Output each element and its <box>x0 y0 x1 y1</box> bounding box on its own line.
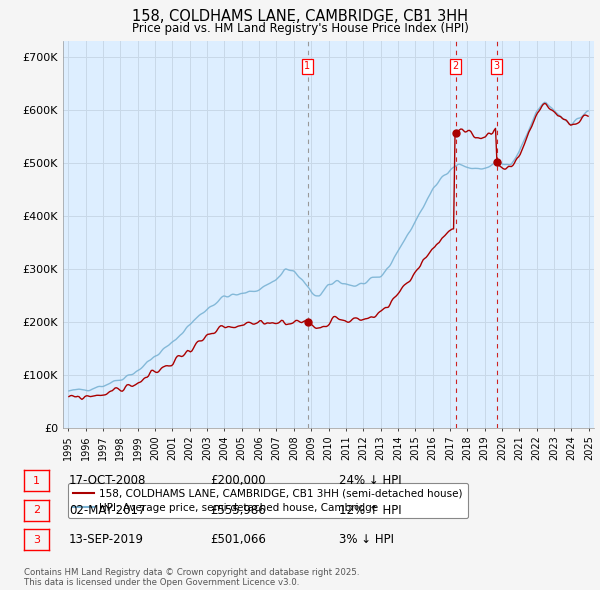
Text: £555,986: £555,986 <box>210 504 266 517</box>
Text: 3: 3 <box>494 61 500 71</box>
Text: 13-SEP-2019: 13-SEP-2019 <box>69 533 144 546</box>
Text: Contains HM Land Registry data © Crown copyright and database right 2025.
This d: Contains HM Land Registry data © Crown c… <box>24 568 359 587</box>
Text: 1: 1 <box>304 61 311 71</box>
Legend: 158, COLDHAMS LANE, CAMBRIDGE, CB1 3HH (semi-detached house), HPI: Average price: 158, COLDHAMS LANE, CAMBRIDGE, CB1 3HH (… <box>68 483 468 518</box>
Text: 158, COLDHAMS LANE, CAMBRIDGE, CB1 3HH: 158, COLDHAMS LANE, CAMBRIDGE, CB1 3HH <box>132 9 468 24</box>
Text: 02-MAY-2017: 02-MAY-2017 <box>69 504 146 517</box>
Text: 3: 3 <box>33 535 40 545</box>
Text: £501,066: £501,066 <box>210 533 266 546</box>
Text: 2: 2 <box>33 506 40 515</box>
Text: 3% ↓ HPI: 3% ↓ HPI <box>339 533 394 546</box>
Text: 12% ↑ HPI: 12% ↑ HPI <box>339 504 401 517</box>
Text: £200,000: £200,000 <box>210 474 266 487</box>
Text: Price paid vs. HM Land Registry's House Price Index (HPI): Price paid vs. HM Land Registry's House … <box>131 22 469 35</box>
Text: 24% ↓ HPI: 24% ↓ HPI <box>339 474 401 487</box>
Text: 1: 1 <box>33 476 40 486</box>
Text: 17-OCT-2008: 17-OCT-2008 <box>69 474 146 487</box>
Text: 2: 2 <box>452 61 459 71</box>
